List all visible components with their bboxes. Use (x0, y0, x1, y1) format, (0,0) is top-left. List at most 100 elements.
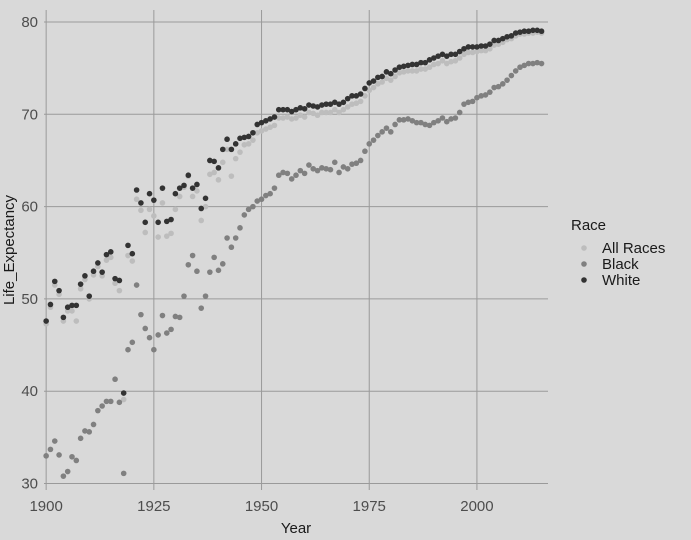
point-white-1934 (189, 185, 196, 191)
point-white-2007 (504, 33, 510, 40)
point-all-races-1917 (116, 287, 123, 294)
point-black-1912 (95, 407, 101, 414)
point-white-1994 (448, 51, 454, 58)
point-white-1951 (263, 117, 269, 124)
point-black-1950 (258, 196, 265, 203)
point-white-1993 (443, 53, 450, 59)
point-black-1914 (103, 398, 110, 405)
point-white-1909 (82, 273, 88, 279)
point-all-races-1991 (435, 60, 441, 67)
point-all-races-1999 (469, 49, 476, 56)
point-black-1930 (172, 313, 179, 320)
point-all-races-1923 (142, 229, 149, 236)
point-black-1956 (284, 170, 291, 177)
point-black-1937 (202, 293, 209, 299)
point-white-1964 (319, 102, 325, 108)
y-tick-label-80: 80 (21, 14, 38, 31)
point-white-1982 (396, 64, 403, 71)
point-black-1934 (189, 252, 196, 259)
point-white-1914 (103, 251, 110, 258)
point-white-1932 (181, 182, 187, 189)
point-all-races-1906 (69, 308, 75, 314)
point-black-2006 (499, 81, 506, 87)
point-black-1984 (405, 116, 411, 122)
point-all-races-1942 (224, 146, 230, 153)
point-all-races-1972 (353, 100, 360, 107)
point-all-races-1937 (202, 203, 209, 210)
point-all-races-1979 (383, 75, 390, 82)
point-black-1948 (250, 203, 256, 210)
point-black-1965 (323, 165, 329, 172)
point-white-1931 (176, 185, 183, 191)
point-white-1999 (469, 44, 476, 50)
point-white-1911 (90, 268, 97, 275)
point-white-1917 (116, 277, 123, 284)
point-white-1972 (353, 93, 360, 99)
series-all-races (43, 29, 545, 403)
point-black-1900 (43, 453, 49, 459)
point-all-races-1969 (340, 106, 347, 113)
point-all-races-1977 (375, 81, 381, 87)
point-black-1901 (47, 446, 54, 453)
point-white-1990 (431, 55, 437, 61)
point-black-1994 (448, 116, 454, 122)
point-black-1992 (439, 115, 446, 121)
point-black-1927 (159, 312, 166, 319)
legend-key-black (581, 261, 587, 267)
point-all-races-1908 (77, 285, 84, 292)
y-tick-label-30: 30 (21, 476, 38, 493)
point-all-races-1953 (271, 122, 278, 129)
point-black-1958 (293, 172, 299, 179)
point-all-races-1948 (250, 137, 256, 143)
point-white-2006 (499, 35, 506, 42)
point-all-races-1983 (400, 69, 407, 75)
point-black-2009 (512, 68, 519, 74)
point-white-1910 (86, 293, 93, 299)
point-white-1968 (336, 101, 342, 107)
point-black-1960 (301, 170, 308, 177)
point-all-races-1960 (301, 114, 308, 120)
point-white-1938 (207, 157, 213, 164)
point-white-1900 (43, 318, 49, 324)
point-white-1974 (362, 85, 368, 92)
point-white-1927 (159, 185, 166, 191)
point-all-races-1978 (379, 79, 385, 85)
legend-key-white (581, 277, 587, 283)
point-black-1902 (51, 438, 58, 444)
point-white-1975 (366, 80, 373, 86)
point-white-1924 (146, 190, 153, 197)
point-white-1948 (250, 129, 256, 136)
point-white-1928 (163, 218, 170, 225)
point-white-1945 (237, 135, 243, 142)
point-all-races-1964 (319, 109, 325, 116)
point-black-2008 (508, 72, 515, 79)
point-white-1980 (387, 70, 394, 77)
point-white-1926 (155, 219, 161, 226)
point-black-1928 (163, 330, 170, 336)
y-tick-label-70: 70 (21, 106, 38, 123)
point-white-1922 (138, 200, 144, 206)
legend-label-white: White (602, 272, 640, 289)
point-white-1983 (400, 63, 407, 70)
point-black-1980 (387, 129, 394, 135)
point-white-1984 (405, 62, 411, 69)
point-white-1949 (254, 121, 261, 128)
point-black-2007 (504, 77, 510, 83)
series-black (43, 59, 545, 479)
point-all-races-1949 (254, 129, 261, 136)
point-all-races-1945 (237, 149, 243, 155)
point-black-1951 (263, 192, 269, 199)
point-all-races-1935 (194, 188, 200, 194)
y-tick-label-40: 40 (21, 383, 38, 400)
point-white-1916 (112, 275, 118, 282)
point-black-1976 (370, 137, 377, 143)
point-black-2001 (478, 93, 485, 99)
point-black-1936 (198, 305, 205, 311)
point-white-1958 (293, 106, 299, 113)
point-black-2012 (525, 60, 532, 67)
point-all-races-1984 (405, 68, 411, 74)
point-black-1982 (396, 117, 403, 123)
point-white-1969 (340, 99, 347, 106)
point-black-1919 (125, 346, 131, 353)
point-white-1977 (375, 74, 381, 81)
